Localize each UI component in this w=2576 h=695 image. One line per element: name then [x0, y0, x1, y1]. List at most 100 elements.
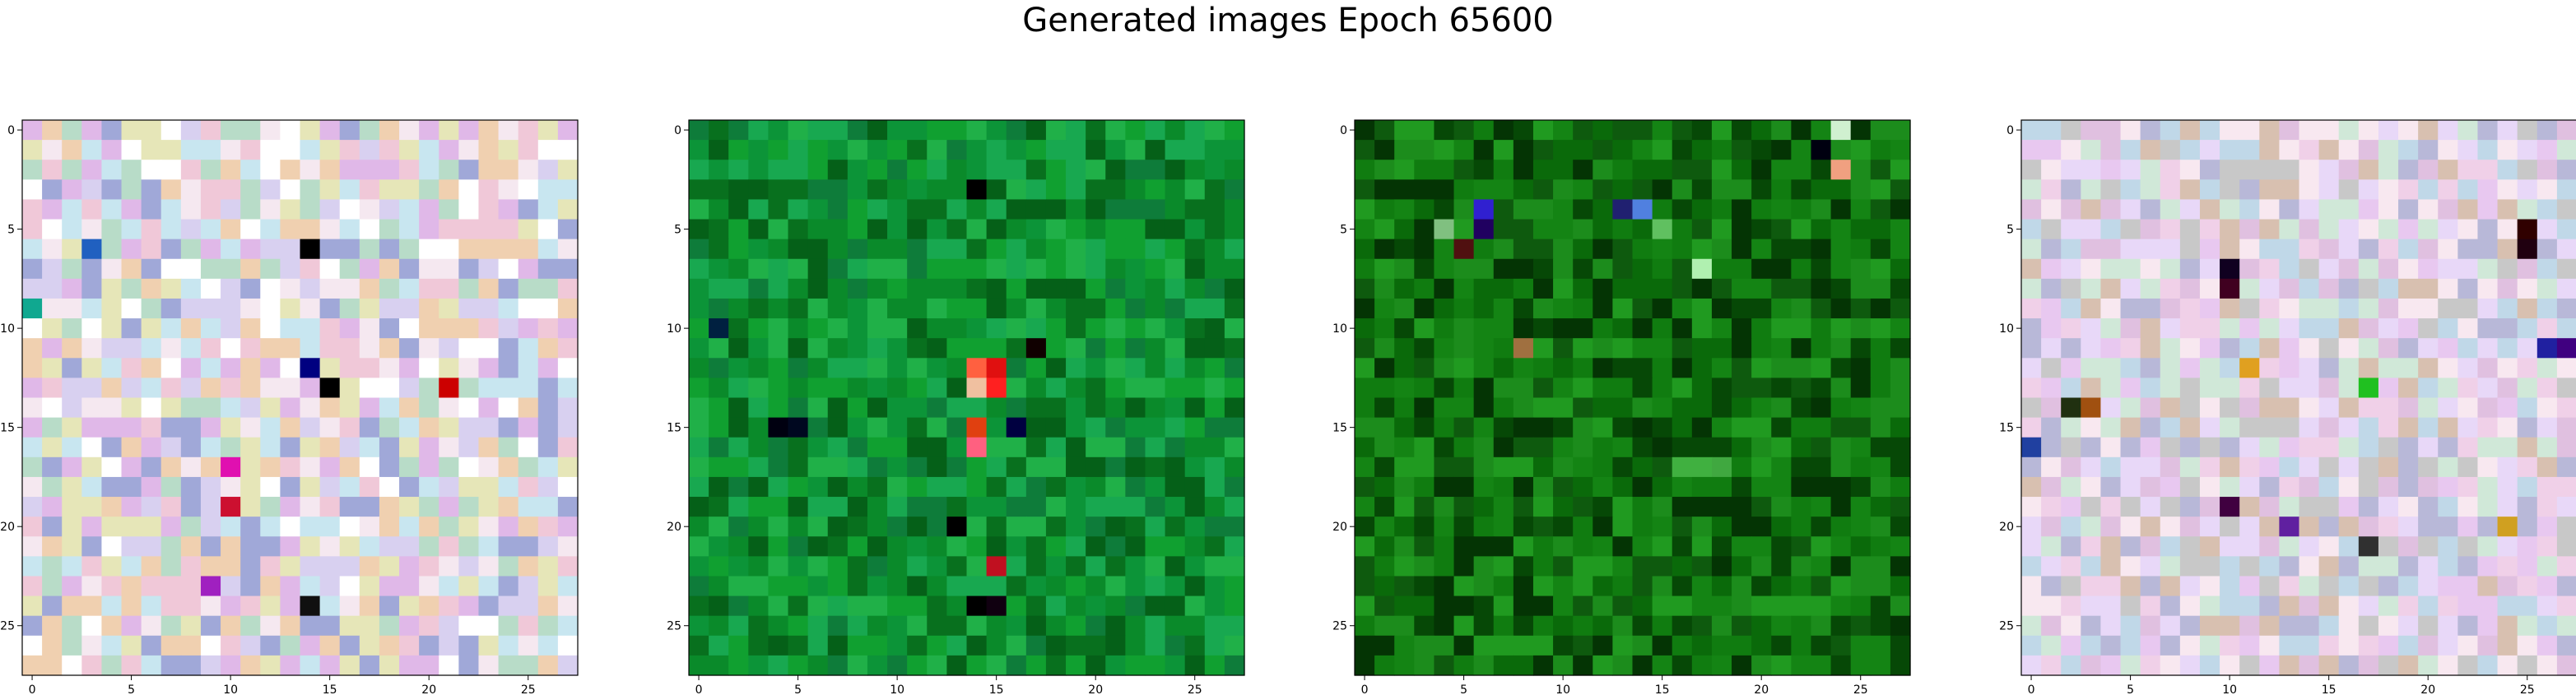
image-pixel	[887, 239, 908, 260]
image-pixel	[807, 476, 829, 498]
image-pixel	[160, 536, 182, 557]
image-pixel	[1672, 456, 1693, 478]
image-pixel	[62, 338, 82, 359]
image-pixel	[1224, 437, 1245, 458]
image-pixel	[2140, 615, 2161, 637]
image-pixel	[2259, 576, 2280, 597]
image-pixel	[946, 298, 968, 319]
image-pixel	[2358, 417, 2379, 438]
image-pixel	[1165, 556, 1186, 577]
image-pixel	[557, 120, 579, 141]
image-pixel	[689, 199, 709, 220]
image-pixel	[748, 160, 770, 180]
image-pixel	[2199, 358, 2220, 378]
image-pixel	[478, 417, 500, 438]
y-tick-label: 5	[7, 224, 15, 237]
image-pixel	[2120, 556, 2141, 577]
y-tick-label: 25	[667, 620, 681, 633]
image-pixel	[2021, 378, 2042, 399]
image-pixel	[1751, 615, 1772, 637]
image-pixel	[2457, 497, 2479, 517]
image-pixel	[478, 179, 500, 201]
image-pixel	[240, 437, 261, 458]
image-pixel	[2279, 358, 2300, 378]
image-pixel	[1006, 576, 1027, 597]
image-pixel	[1771, 318, 1792, 339]
image-pixel	[2239, 397, 2260, 419]
image-pixel	[1045, 298, 1067, 319]
image-pixel	[2120, 635, 2141, 656]
image-pixel	[1830, 536, 1852, 557]
image-pixel	[768, 278, 789, 299]
image-pixel	[2517, 655, 2538, 676]
image-pixel	[1006, 160, 1027, 180]
image-pixel	[518, 655, 539, 676]
image-pixel	[1573, 140, 1593, 160]
image-pixel	[2418, 476, 2439, 498]
image-pixel	[121, 278, 142, 299]
image-pixel	[399, 417, 420, 438]
image-pixel	[1374, 239, 1395, 260]
image-pixel	[748, 517, 770, 537]
image-pixel	[1573, 615, 1593, 637]
image-pixel	[1553, 160, 1574, 180]
image-pixel	[42, 655, 63, 676]
image-pixel	[42, 615, 63, 637]
image-pixel	[1125, 258, 1146, 280]
image-pixel	[42, 397, 63, 419]
image-pixel	[2477, 160, 2499, 180]
image-pixel	[1652, 338, 1673, 359]
y-tick-label: 25	[0, 620, 15, 633]
image-pixel	[1553, 476, 1574, 498]
image-pixel	[1553, 655, 1574, 676]
image-pixel	[2279, 655, 2300, 676]
image-pixel	[260, 497, 281, 517]
image-pixel	[1086, 497, 1106, 517]
image-pixel	[2477, 120, 2499, 141]
image-pixel	[2120, 239, 2141, 260]
image-pixel	[1165, 576, 1186, 597]
image-pixel	[2477, 258, 2499, 280]
image-pixel	[1045, 219, 1067, 240]
image-pixel	[1691, 258, 1713, 280]
image-pixel	[557, 239, 579, 260]
image-pixel	[1473, 278, 1495, 299]
image-pixel	[200, 120, 221, 141]
image-pixel	[2140, 278, 2161, 299]
image-pixel	[2041, 456, 2062, 478]
image-pixel	[557, 615, 579, 637]
image-pixel	[2477, 278, 2499, 299]
image-pixel	[2160, 179, 2181, 201]
image-pixel	[966, 417, 988, 438]
image-pixel	[1870, 576, 1891, 597]
image-pixel	[927, 655, 947, 676]
image-pixel	[867, 318, 888, 339]
image-pixel	[1045, 517, 1067, 537]
image-pixel	[260, 655, 281, 676]
image-pixel	[1025, 576, 1047, 597]
image-pixel	[180, 456, 202, 478]
image-pixel	[121, 655, 142, 676]
image-pixel	[22, 576, 43, 597]
image-pixel	[1711, 219, 1732, 240]
image-pixel	[101, 417, 123, 438]
image-pixel	[498, 239, 519, 260]
image-pixel	[2536, 358, 2558, 378]
image-pixel	[300, 655, 321, 676]
image-pixel	[1006, 497, 1027, 517]
image-pixel	[1870, 140, 1891, 160]
image-pixel	[498, 378, 519, 399]
image-pixel	[1691, 298, 1713, 319]
image-pixel	[827, 160, 849, 180]
image-pixel	[2517, 635, 2538, 656]
image-pixel	[1204, 140, 1225, 160]
image-pixel	[399, 318, 420, 339]
image-pixel	[2438, 536, 2458, 557]
image-pixel	[557, 655, 579, 676]
image-pixel	[2438, 120, 2458, 141]
image-pixel	[1830, 635, 1852, 656]
image-pixel	[2299, 615, 2320, 637]
image-pixel	[927, 615, 947, 637]
image-pixel	[1532, 160, 1554, 180]
image-pixel	[1732, 655, 1752, 676]
